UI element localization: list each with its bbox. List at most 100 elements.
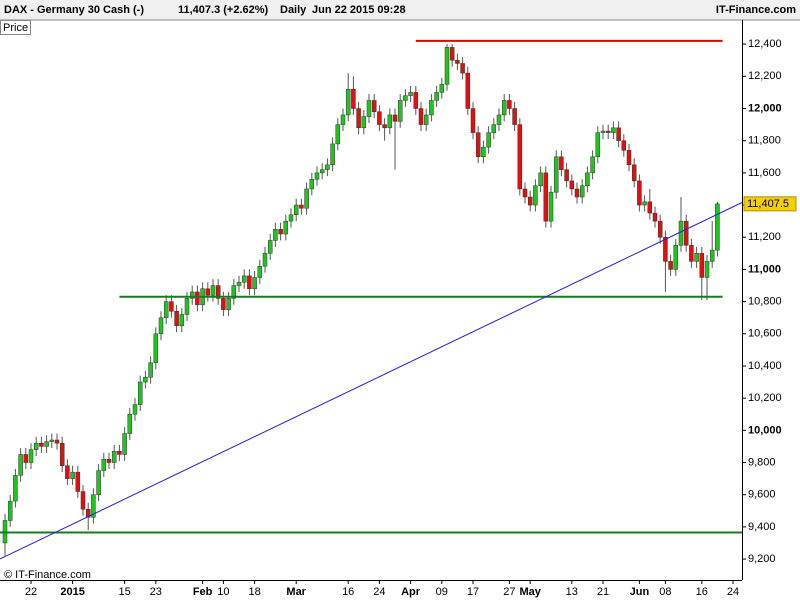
candle-body — [538, 172, 543, 186]
x-tick-label: 21 — [597, 586, 609, 598]
candle-body — [75, 471, 81, 492]
candle-body — [533, 185, 538, 206]
candle-body — [491, 124, 497, 133]
candle-body — [226, 298, 231, 310]
y-tick-label: 10,800 — [748, 296, 782, 308]
candle-body — [273, 228, 278, 241]
candle-body — [460, 63, 465, 74]
candle-body — [7, 500, 13, 521]
candle-body — [595, 132, 601, 158]
candle-body — [512, 108, 517, 125]
candle-body — [356, 108, 361, 129]
candle-body — [257, 265, 263, 278]
candle-body — [616, 127, 621, 141]
candle-body — [262, 253, 268, 267]
candle-body — [673, 245, 679, 270]
y-tick-label: 10,200 — [748, 392, 782, 404]
candle-body — [96, 470, 101, 495]
candle-body — [486, 132, 491, 148]
timestamp: Jun 22 2015 09:28 — [312, 4, 406, 16]
candle-body — [652, 212, 658, 222]
y-tick-label: 10,000 — [748, 424, 782, 436]
x-tick-label: 24 — [727, 586, 739, 598]
x-tick-label: 23 — [150, 586, 162, 598]
candle-body — [195, 291, 200, 306]
candle-body — [382, 124, 387, 129]
candle-body — [392, 114, 398, 122]
x-tick-label: 22 — [25, 586, 37, 598]
candle-body — [715, 203, 720, 251]
x-tick-label: 17 — [467, 586, 479, 598]
candle-body — [267, 240, 273, 254]
candle-body — [247, 275, 252, 289]
candle-body — [221, 298, 226, 310]
x-tick-label: 15 — [118, 586, 130, 598]
candle-body — [345, 88, 351, 116]
candle-body — [605, 130, 611, 133]
candle-body — [527, 196, 533, 206]
candle-body — [325, 164, 330, 170]
candle-body — [418, 108, 424, 125]
x-tick-label: Feb — [193, 586, 213, 598]
candle-body — [657, 220, 663, 238]
candle-body — [39, 442, 44, 447]
trend-line — [0, 202, 743, 560]
candle-body — [236, 282, 242, 286]
y-tick-label: 10,600 — [748, 328, 782, 340]
candle-body — [314, 172, 320, 180]
candle-body — [559, 156, 564, 170]
candle-body — [184, 298, 190, 315]
candle-body — [585, 172, 590, 186]
x-tick-label: Mar — [286, 586, 306, 598]
brand: IT-Finance.com — [716, 4, 796, 16]
candle-body — [507, 100, 512, 109]
y-tick-label: 10,400 — [748, 360, 782, 372]
candle-body — [663, 236, 668, 262]
x-tick-label: 13 — [566, 586, 578, 598]
last-price-label: 11,407.5 — [747, 198, 789, 210]
candle-body — [153, 333, 159, 364]
candle-body — [210, 285, 216, 296]
candle-body — [111, 451, 117, 463]
candle-body — [132, 404, 138, 415]
candle-body — [283, 220, 289, 235]
y-tick-label: 9,600 — [748, 489, 776, 501]
candle-body — [366, 100, 372, 117]
candle-body — [668, 261, 673, 270]
y-tick-label: 9,800 — [748, 456, 776, 468]
candle-body — [215, 285, 221, 299]
candle-body — [85, 508, 91, 518]
y-tick-label: 11,000 — [748, 263, 781, 275]
x-tick-label: 10 — [217, 586, 229, 598]
candle-body — [335, 124, 341, 145]
candle-body — [590, 156, 595, 174]
candle-body — [122, 433, 127, 455]
candle-body — [101, 459, 107, 471]
candle-body — [709, 249, 715, 262]
candle-body — [397, 100, 403, 122]
candle-body — [694, 253, 699, 262]
x-tick-label: 16 — [696, 586, 708, 598]
candle-body — [564, 169, 569, 182]
candle-body — [28, 449, 34, 463]
x-tick-label: 18 — [248, 586, 260, 598]
candle-body — [54, 439, 60, 444]
candle-body — [148, 362, 153, 378]
y-tick-label: 9,400 — [748, 521, 776, 533]
candle-body — [127, 414, 133, 434]
candle-body — [371, 100, 377, 112]
candle-body — [543, 172, 549, 222]
y-tick-label: 12,400 — [748, 38, 782, 50]
candle-body — [637, 180, 642, 206]
candle-body — [33, 442, 39, 450]
x-tick-label: 09 — [436, 586, 448, 598]
candle-body — [59, 442, 65, 466]
x-tick-label: 27 — [503, 586, 515, 598]
candle-body — [309, 179, 315, 190]
candle-body — [631, 164, 637, 182]
candle-body — [330, 143, 335, 166]
candle-body — [434, 92, 439, 101]
x-tick-label: May — [519, 586, 541, 598]
candle-body — [340, 114, 346, 125]
